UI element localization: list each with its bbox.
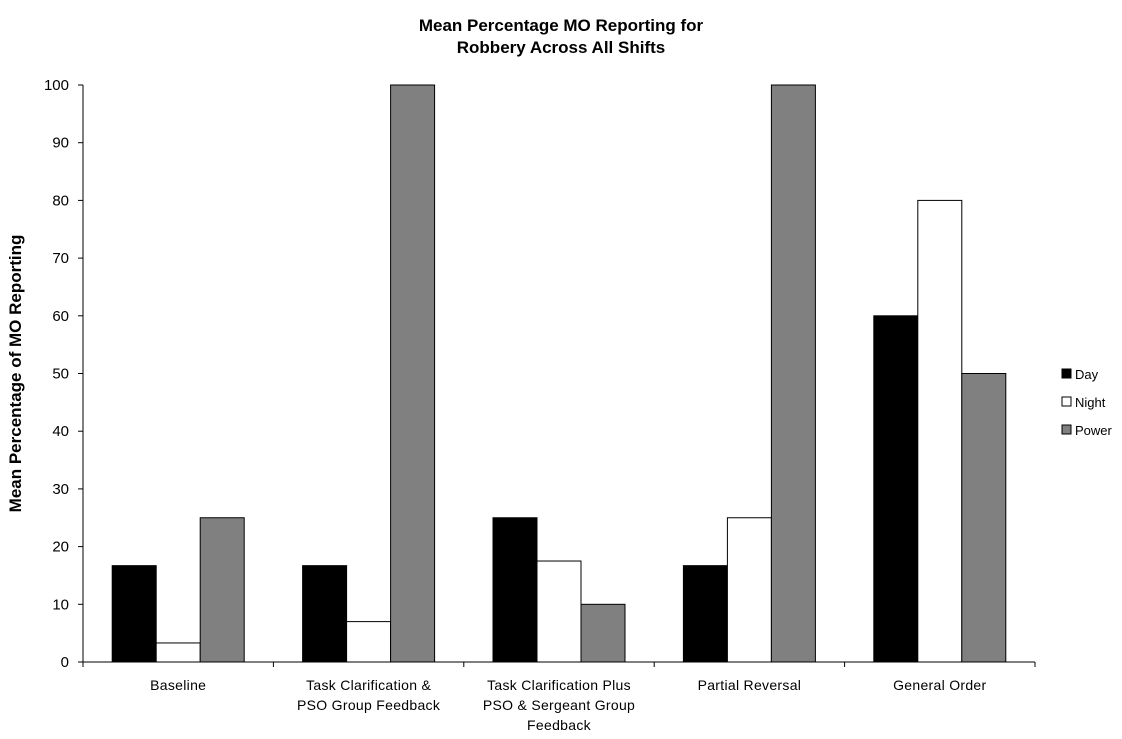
- legend: Day Night Power: [1061, 367, 1113, 438]
- y-tick-label: 60: [52, 308, 69, 325]
- y-axis-ticks: 0 10 20 30 40 50 60 70 80 90 100: [44, 77, 83, 671]
- bar-night: [536, 560, 582, 663]
- chart-title: Mean Percentage MO Reporting for Robbery …: [419, 16, 704, 57]
- y-tick-label: 30: [52, 481, 69, 498]
- x-category-label: PSO Group Feedback: [297, 697, 441, 713]
- x-category-label: Feedback: [527, 717, 592, 733]
- bar-day: [873, 315, 919, 663]
- y-tick-label: 70: [52, 250, 69, 267]
- bars: [111, 84, 1007, 663]
- bar-night: [917, 199, 963, 663]
- legend-swatch-night: [1061, 396, 1072, 407]
- x-category-label: Baseline: [150, 677, 206, 693]
- x-category-label: Task Clarification &: [306, 677, 431, 693]
- x-category-label: Task Clarification Plus: [487, 677, 631, 693]
- legend-label-night: Night: [1075, 395, 1106, 410]
- legend-swatch-day: [1061, 368, 1072, 379]
- y-tick-label: 0: [61, 654, 69, 671]
- y-tick-label: 10: [52, 596, 69, 613]
- legend-label-power: Power: [1075, 423, 1113, 438]
- y-axis-label-group: Mean Percentage of MO Reporting: [6, 235, 25, 513]
- bar-night: [726, 517, 772, 663]
- y-tick-label: 50: [52, 366, 69, 383]
- bar-power: [580, 603, 626, 663]
- bar-day: [682, 565, 728, 663]
- bar-day: [111, 565, 157, 663]
- x-category-label: General Order: [893, 677, 986, 693]
- y-tick-label: 100: [44, 77, 69, 94]
- legend-label-day: Day: [1075, 367, 1099, 382]
- x-category-label: Partial Reversal: [698, 677, 802, 693]
- x-axis-category-labels: Baseline Task Clarification & PSO Group Fe…: [82, 662, 1036, 733]
- bar-night: [155, 642, 201, 663]
- y-tick-label: 40: [52, 423, 69, 440]
- y-tick-label: 90: [52, 135, 69, 152]
- bar-power: [390, 84, 436, 663]
- y-axis-label: Mean Percentage of MO Reporting: [6, 235, 25, 513]
- chart-title-line-1: Mean Percentage MO Reporting for: [419, 16, 704, 35]
- bar-power: [199, 517, 245, 663]
- bar-power: [961, 373, 1007, 663]
- x-category-label: PSO & Sergeant Group: [483, 697, 635, 713]
- bar-night: [346, 621, 392, 663]
- y-tick-label: 80: [52, 192, 69, 209]
- bar-power: [770, 84, 816, 663]
- chart-title-line-2: Robbery Across All Shifts: [457, 38, 665, 57]
- legend-swatch-power: [1061, 424, 1072, 435]
- bar-day: [302, 565, 348, 663]
- y-tick-label: 20: [52, 539, 69, 556]
- bar-day: [492, 517, 538, 663]
